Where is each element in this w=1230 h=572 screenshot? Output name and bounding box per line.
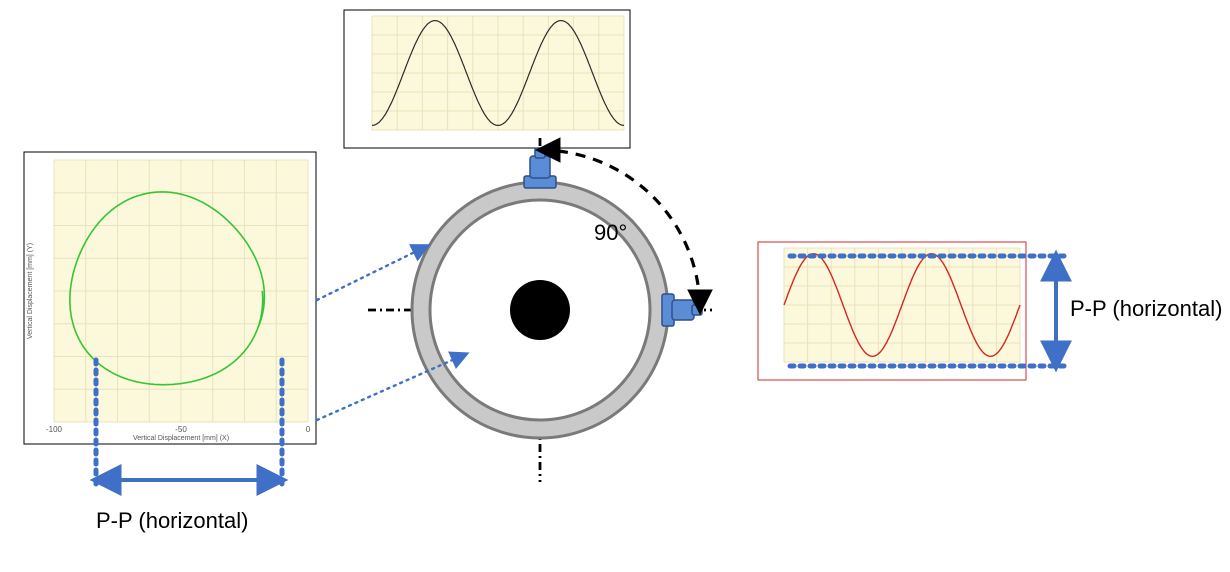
right-sine-chart	[758, 242, 1026, 380]
pp-left-label: P-P (horizontal)	[96, 508, 248, 534]
shaft-hub	[510, 280, 570, 340]
svg-text:-100: -100	[46, 425, 63, 434]
svg-text:0: 0	[306, 425, 311, 434]
connector-line-0	[317, 246, 427, 300]
top-sine-chart	[344, 10, 630, 148]
angle-label: 90°	[594, 220, 627, 246]
orbit-chart: Vertical Displacement [mm] (X) Vertical D…	[24, 152, 316, 444]
svg-text:-50: -50	[175, 425, 187, 434]
probe-side	[662, 294, 702, 326]
svg-text:Vertical Displacement [mm] (X): Vertical Displacement [mm] (X)	[133, 435, 229, 442]
svg-text:Vertical Displacement [mm] (Y): Vertical Displacement [mm] (Y)	[27, 243, 34, 339]
probe-top	[524, 148, 556, 188]
bearing-diagram	[368, 138, 712, 482]
pp-right-label: P-P (horizontal)	[1070, 296, 1222, 322]
